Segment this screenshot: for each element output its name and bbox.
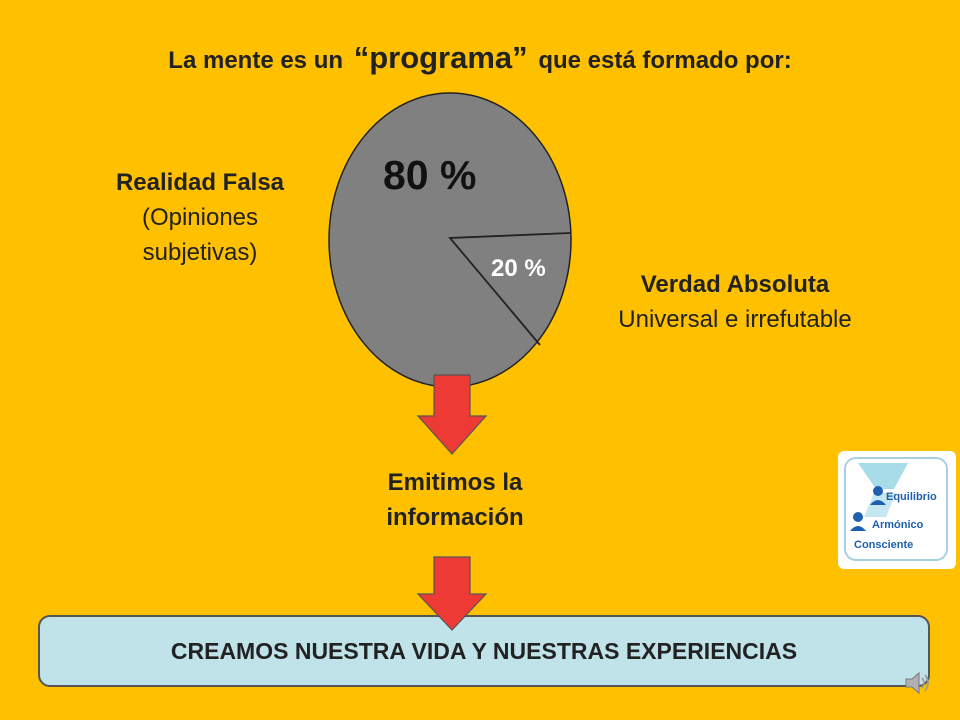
logo: Equilibrio Armónico Consciente xyxy=(838,451,956,569)
logo-word-armonico: Armónico xyxy=(872,519,924,531)
down-arrow-icon-2 xyxy=(416,556,488,631)
emit-info-line2: información xyxy=(386,503,524,531)
pie-label-80: 80 % xyxy=(383,152,476,198)
logo-word-equilibrio: Equilibrio xyxy=(886,491,937,503)
emit-info-label: Emitimos la información xyxy=(320,466,590,536)
pie-slice-line xyxy=(448,232,571,346)
title-text-before: La mente es un xyxy=(168,47,344,74)
absolute-truth-label: Verdad Absoluta Universal e irrefutable xyxy=(555,268,915,338)
logo-word-consciente: Consciente xyxy=(854,539,914,551)
title-highlight: “programa” xyxy=(353,40,528,75)
speaker-icon[interactable] xyxy=(904,670,932,696)
logo-frame: Equilibrio Armónico Consciente xyxy=(844,457,948,561)
title-text-after: que está formado por: xyxy=(538,47,792,74)
result-box: CREAMOS NUESTRA VIDA Y NUESTRAS EXPERIEN… xyxy=(38,615,930,687)
pie-label-20: 20 % xyxy=(491,255,546,282)
false-reality-label: Realidad Falsa (Opiniones subjetivas) xyxy=(60,166,340,270)
false-reality-line1: (Opiniones xyxy=(141,203,259,231)
pie-outline xyxy=(328,92,572,388)
false-reality-line2: subjetivas) xyxy=(142,238,258,266)
absolute-truth-heading: Verdad Absoluta xyxy=(640,271,830,298)
slide-title: La mente es un “programa” que está forma… xyxy=(0,40,960,76)
result-text: CREAMOS NUESTRA VIDA Y NUESTRAS EXPERIEN… xyxy=(170,637,798,664)
emit-info-line1: Emitimos la xyxy=(387,469,523,496)
false-reality-heading: Realidad Falsa xyxy=(115,169,285,196)
logo-figure-icon xyxy=(850,463,908,531)
down-arrow-icon xyxy=(416,374,488,455)
absolute-truth-line1: Universal e irrefutable xyxy=(618,305,852,333)
